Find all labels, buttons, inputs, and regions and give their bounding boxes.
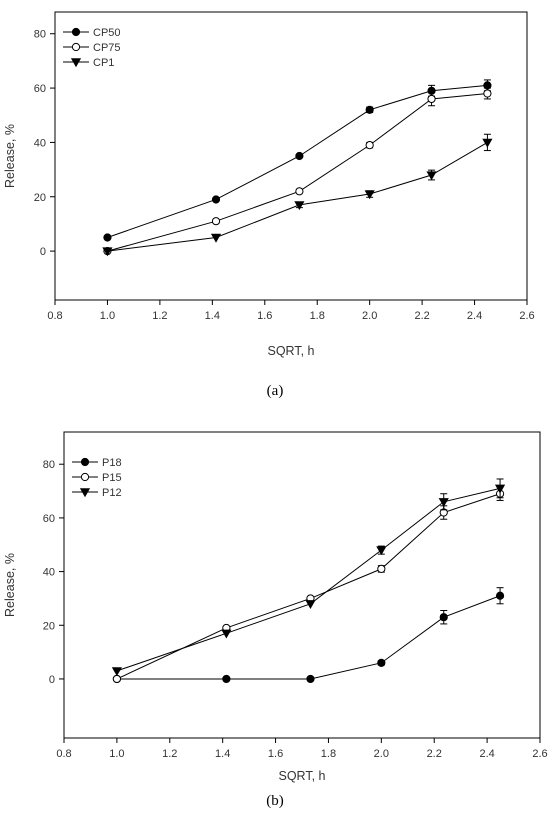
data-point	[222, 674, 231, 684]
y-tick-label: 0	[49, 674, 55, 686]
y-tick-label: 40	[34, 137, 46, 149]
legend-marker	[80, 472, 90, 482]
chart-panel-a: 0.8 1.0 1.2 1.4 1.6 1.8 2.0 2.2 2.4 2.6 0 20 40 60 80 S…	[3, 11, 535, 399]
data-point	[306, 674, 315, 684]
legend-entry-p12: P12	[72, 487, 122, 499]
x-tick-label: 1.2	[152, 310, 167, 322]
data-point	[438, 498, 449, 507]
data-point	[377, 564, 386, 573]
x-tick-label: 1.4	[205, 310, 220, 322]
legend-label: CP75	[93, 42, 121, 54]
data-point	[365, 105, 374, 114]
data-point	[211, 195, 221, 204]
x-tick-label: 2.2	[427, 748, 442, 760]
y-tick-label: 80	[34, 29, 46, 41]
x-tick-label: 1.0	[100, 310, 115, 322]
legend-marker	[80, 457, 90, 467]
data-point	[111, 667, 122, 677]
data-point	[305, 600, 316, 609]
data-point	[294, 201, 305, 211]
series-line	[116, 595, 501, 680]
series-line	[107, 141, 488, 252]
data-point	[295, 187, 304, 196]
plot-frame	[63, 431, 541, 739]
y-tick-label: 20	[43, 620, 55, 632]
series-line	[116, 493, 501, 680]
series-line	[107, 84, 488, 238]
series-cp1	[102, 133, 493, 257]
data-point	[494, 484, 506, 494]
data-point	[211, 217, 221, 226]
x-axis-title: SQRT, h	[267, 344, 314, 358]
legend-entry-cp1: CP1	[63, 57, 114, 69]
x-tick-label: 0.8	[47, 310, 62, 322]
chart-panel-b: 0.8 1.0 1.2 1.4 1.6 1.8 2.0 2.2 2.4 2.6 0 20 40 60 80 S…	[3, 431, 548, 809]
data-point	[112, 674, 121, 684]
data-point	[377, 658, 386, 667]
x-tick-label: 1.6	[257, 310, 272, 322]
series-cp50	[103, 79, 492, 242]
data-point	[102, 247, 113, 257]
series-line	[116, 487, 501, 672]
y-tick-label: 60	[43, 513, 55, 525]
data-point	[427, 94, 436, 104]
plot-frame	[54, 11, 528, 301]
data-point	[295, 151, 304, 161]
x-tick-label: 1.8	[321, 748, 336, 760]
legend-entry-cp75: CP75	[63, 42, 121, 54]
legend-marker	[71, 27, 81, 37]
y-tick-label: 20	[34, 192, 46, 204]
panel-label: (a)	[267, 383, 284, 399]
y-tick-label: 80	[43, 459, 55, 471]
x-tick-label: 2.4	[479, 748, 494, 760]
data-point	[426, 171, 437, 181]
x-tick-label: 2.4	[467, 310, 482, 322]
y-tick-label: 40	[43, 567, 55, 579]
legend-label: CP50	[93, 27, 121, 39]
x-tick-label: 1.8	[310, 310, 325, 322]
series-p15	[112, 486, 505, 684]
legend-entry-p18: P18	[72, 457, 122, 469]
legend-entry-p15: P15	[72, 472, 122, 484]
data-point	[103, 233, 112, 242]
legend-label: P15	[102, 472, 122, 484]
x-tick-label: 2.0	[374, 748, 389, 760]
legend-label: CP1	[93, 57, 114, 69]
data-point	[439, 613, 448, 622]
y-axis-title: Release, %	[3, 124, 17, 188]
x-axis-title: SQRT, h	[278, 769, 325, 783]
x-tick-label: 2.0	[362, 310, 377, 322]
data-point	[221, 629, 232, 639]
data-point	[376, 546, 387, 556]
x-tick-label: 1.2	[162, 748, 177, 760]
legend-marker	[70, 58, 82, 68]
legend-marker	[79, 488, 91, 498]
series-p12	[111, 478, 506, 677]
y-tick-label: 0	[40, 246, 46, 258]
x-tick-label: 1.4	[215, 748, 230, 760]
data-point	[495, 591, 505, 600]
x-tick-label: 1.6	[268, 748, 283, 760]
x-tick-label: 2.6	[532, 748, 547, 760]
data-point	[483, 89, 492, 98]
x-tick-label: 1.0	[109, 748, 124, 760]
legend-entry-cp50: CP50	[63, 27, 121, 39]
panel-label: (b)	[266, 793, 284, 809]
y-tick-label: 60	[34, 83, 46, 95]
data-point	[210, 233, 222, 243]
data-point	[364, 190, 375, 200]
legend-label: P18	[102, 457, 122, 469]
y-axis-title: Release, %	[3, 553, 17, 617]
x-tick-label: 2.2	[414, 310, 429, 322]
data-point	[365, 141, 374, 150]
legend-label: P12	[102, 487, 122, 499]
data-point	[482, 138, 493, 148]
x-tick-label: 0.8	[56, 748, 71, 760]
series-line	[107, 93, 488, 252]
legend-marker	[71, 42, 81, 52]
x-tick-label: 2.6	[519, 310, 534, 322]
